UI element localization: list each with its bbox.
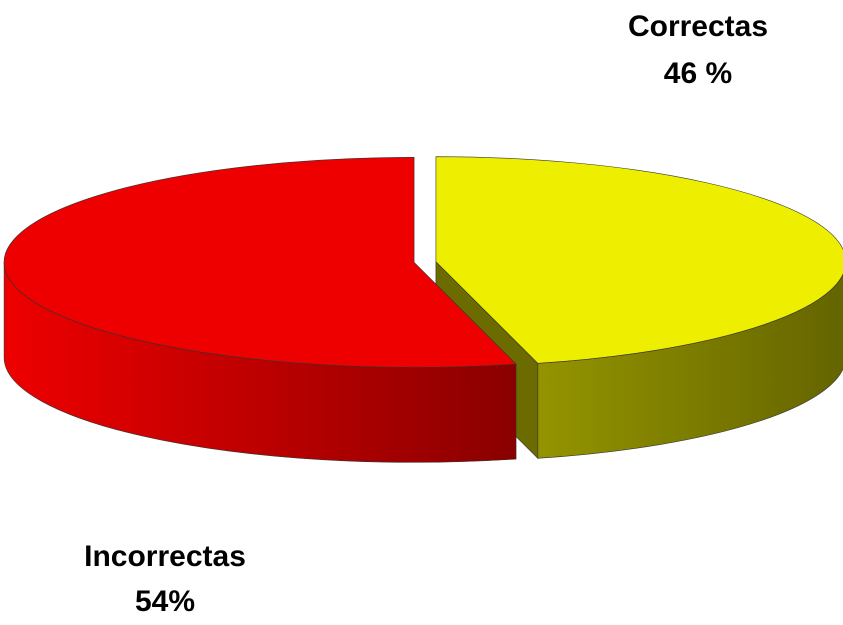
slice-value-label: 54% [135, 585, 195, 618]
slice-value-label: 46 % [664, 57, 732, 90]
slice-label: Correctas [628, 10, 768, 43]
slice [3, 157, 517, 368]
slice-label: Incorrectas [84, 540, 246, 573]
